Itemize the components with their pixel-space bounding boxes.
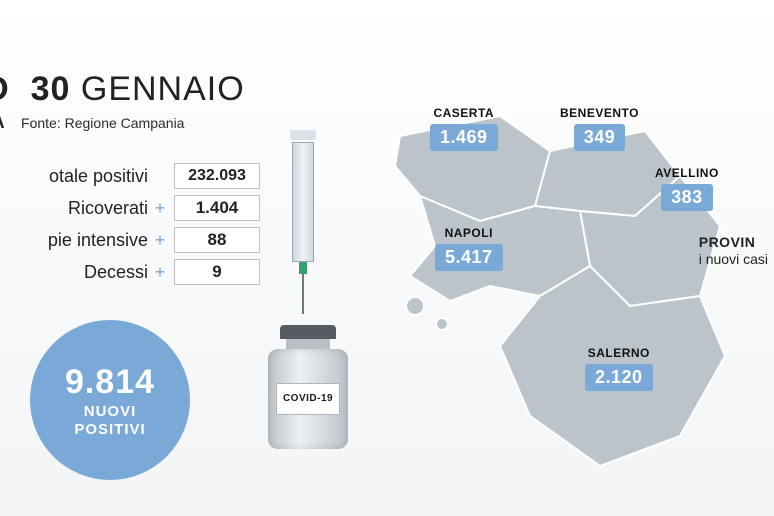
- map-caption-sub: i nuovi casi: [699, 251, 768, 268]
- nuovi-positivi-circle: 9.814 NUOVI POSITIVI: [30, 320, 190, 480]
- map-caption-title: PROVIN: [699, 234, 768, 251]
- stat-row-ricoverati: Ricoverati + 1.404: [0, 192, 260, 224]
- stat-value-total: 232.093: [174, 163, 260, 189]
- prov-name-napoli: NAPOLI: [435, 226, 503, 240]
- region-name: PANIA: [0, 112, 4, 132]
- vial-icon: COVID-19: [268, 325, 348, 455]
- syringe-icon: [292, 130, 314, 300]
- circle-line1: NUOVI: [84, 404, 137, 420]
- prov-name-caserta: CASERTA: [430, 106, 498, 120]
- campania-map: CASERTA 1.469 BENEVENTO 349 AVELLINO 383…: [380, 96, 760, 496]
- province-avellino: AVELLINO 383: [655, 166, 719, 211]
- stat-row-terapie: pie intensive + 88: [0, 224, 260, 256]
- province-benevento: BENEVENTO 349: [560, 106, 639, 151]
- stat-row-total: otale positivi 232.093: [0, 160, 260, 192]
- prov-value-napoli: 5.417: [435, 244, 503, 271]
- prov-name-avellino: AVELLINO: [655, 166, 719, 180]
- plus-icon: +: [154, 198, 166, 219]
- prov-name-benevento: BENEVENTO: [560, 106, 639, 120]
- vial-label: COVID-19: [276, 383, 340, 415]
- headline-month: GENNAIO: [81, 70, 245, 108]
- plus-icon: +: [154, 230, 166, 251]
- prov-value-avellino: 383: [661, 184, 713, 211]
- circle-number: 9.814: [65, 363, 155, 402]
- map-island: [406, 297, 424, 315]
- source-prefix: Fonte:: [21, 115, 61, 131]
- province-napoli: NAPOLI 5.417: [435, 226, 503, 271]
- stat-label-total: otale positivi: [49, 166, 148, 187]
- circle-line2: POSITIVI: [74, 422, 145, 438]
- headline-day: 30: [31, 70, 71, 108]
- stats-table: otale positivi 232.093 Ricoverati + 1.40…: [0, 160, 260, 288]
- headline-prefix: VID: [0, 70, 10, 108]
- province-caserta: CASERTA 1.469: [430, 106, 498, 151]
- prov-value-benevento: 349: [574, 124, 626, 151]
- stat-value-ricoverati: 1.404: [174, 195, 260, 221]
- stat-row-decessi: Decessi + 9: [0, 256, 260, 288]
- prov-name-salerno: SALERNO: [585, 346, 653, 360]
- stat-value-decessi: 9: [174, 259, 260, 285]
- region-bar: PANIA Fonte: Regione Campania: [0, 112, 184, 133]
- prov-value-caserta: 1.469: [430, 124, 498, 151]
- source-name: Regione Campania: [65, 115, 185, 131]
- stat-label-terapie: pie intensive: [48, 230, 148, 251]
- stat-label-decessi: Decessi: [84, 262, 148, 283]
- province-salerno: SALERNO 2.120: [585, 346, 653, 391]
- brand-watermark: QUOTIDIANO N: [669, 60, 756, 72]
- vaccine-graphic: COVID-19: [250, 150, 360, 470]
- stat-label-ricoverati: Ricoverati: [68, 198, 148, 219]
- plus-icon: +: [154, 262, 166, 283]
- stat-value-terapie: 88: [174, 227, 260, 253]
- prov-value-salerno: 2.120: [585, 364, 653, 391]
- stat-spacer: [154, 166, 166, 187]
- map-caption: PROVIN i nuovi casi: [699, 234, 768, 268]
- headline: VID 30 GENNAIO: [0, 70, 245, 109]
- map-island: [436, 318, 448, 330]
